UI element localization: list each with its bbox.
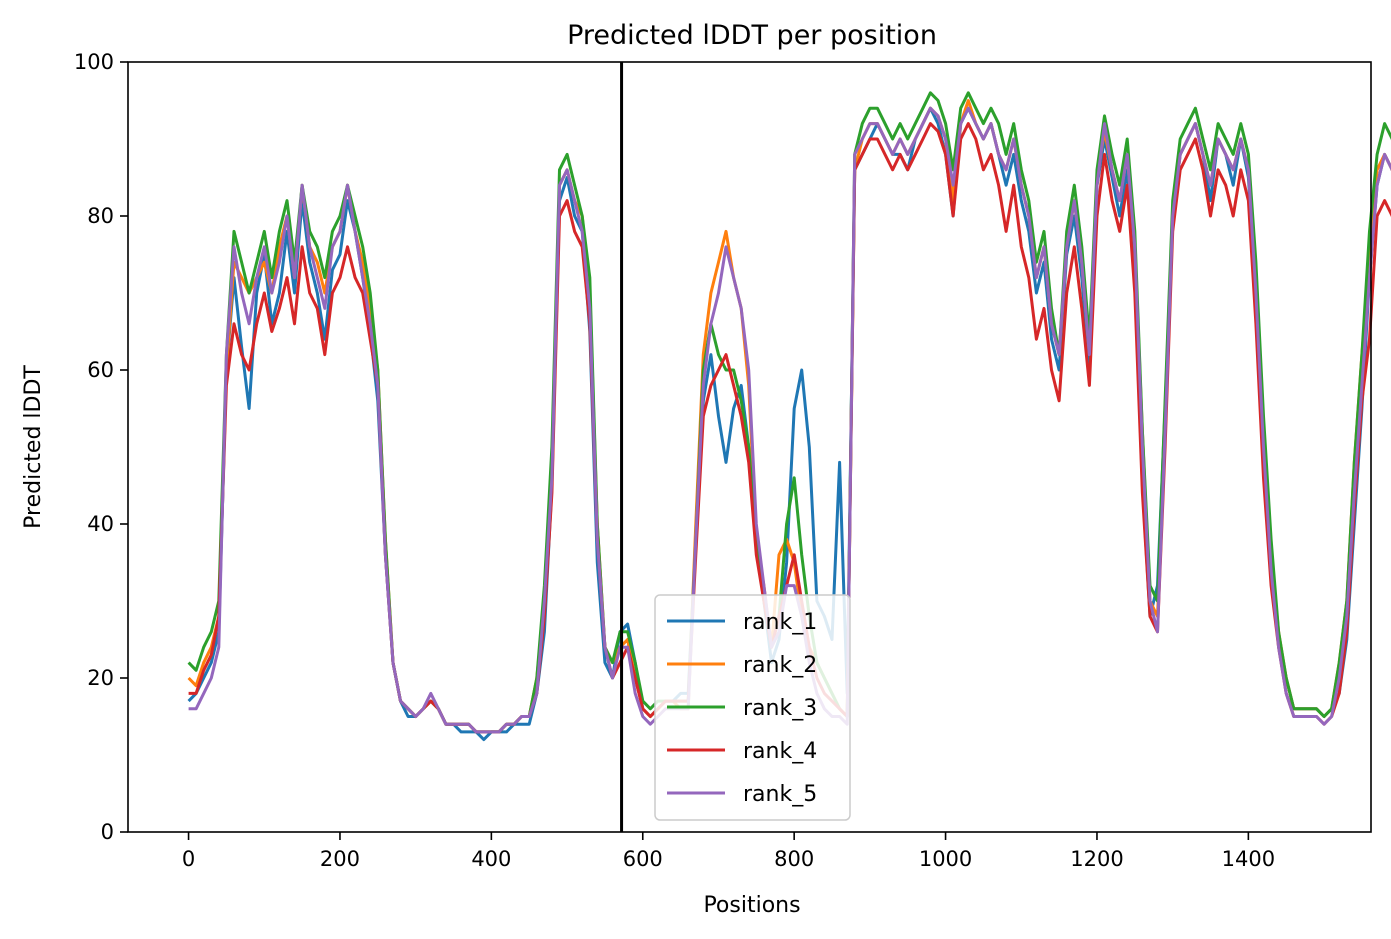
x-tick-label: 400 xyxy=(471,847,511,871)
y-tick-label: 40 xyxy=(87,512,114,536)
x-tick-label: 1200 xyxy=(1070,847,1123,871)
legend-label-rank_3: rank_3 xyxy=(743,696,817,721)
plot-frame xyxy=(127,61,1372,833)
x-tick-label: 200 xyxy=(320,847,360,871)
legend-box xyxy=(654,594,851,821)
chart-title: Predicted lDDT per position xyxy=(567,20,937,51)
y-tick-label: 60 xyxy=(87,358,114,382)
y-axis-ticks: 0 20 40 60 80 100 xyxy=(74,50,128,844)
y-tick-label: 80 xyxy=(87,204,114,228)
x-tick-label: 1400 xyxy=(1222,847,1275,871)
y-axis-label: Predicted lDDT xyxy=(21,365,46,529)
x-axis-label: Positions xyxy=(703,893,800,918)
legend-label-rank_1: rank_1 xyxy=(743,610,817,635)
x-axis-ticks: 0 200 400 600 800 1000 1200 1400 xyxy=(182,832,1275,871)
series-line-rank_5 xyxy=(188,106,1391,734)
x-tick-label: 800 xyxy=(774,847,814,871)
y-tick-label: 100 xyxy=(74,50,114,74)
x-tick-label: 0 xyxy=(182,847,195,871)
series-layer xyxy=(187,91,1391,742)
y-tick-label: 20 xyxy=(87,666,114,690)
x-tick-label: 1000 xyxy=(919,847,972,871)
legend-label-rank_5: rank_5 xyxy=(743,782,817,807)
legend: rank_1 rank_2 rank_3 rank_4 rank_5 xyxy=(654,594,851,821)
x-tick-label: 600 xyxy=(623,847,663,871)
legend-label-rank_2: rank_2 xyxy=(743,653,817,678)
y-tick-label: 0 xyxy=(101,820,114,844)
legend-label-rank_4: rank_4 xyxy=(743,739,817,764)
